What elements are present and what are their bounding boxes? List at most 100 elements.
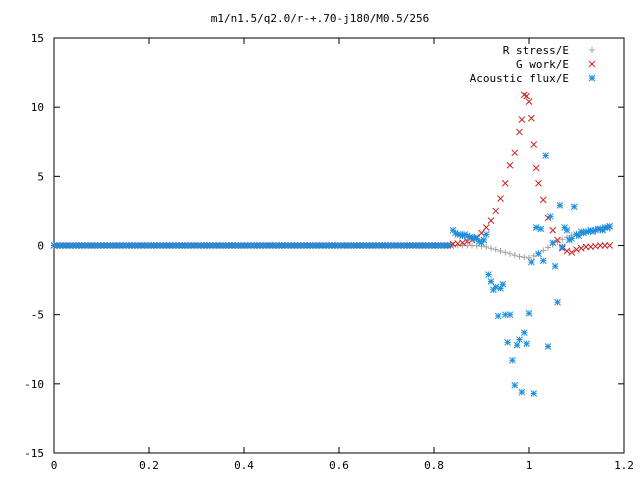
acoustic-flux-point [539, 257, 547, 265]
axis-ticks: 0 0.2 0.4 0.6 0.8 1 1.2 15 10 5 0 -5 -10 -15 [24, 32, 634, 472]
acoustic-flux-point [480, 236, 488, 244]
acoustic-flux-point [542, 152, 549, 159]
g-work-point [459, 239, 466, 247]
acoustic-flux-point [528, 258, 535, 266]
acoustic-flux-point [511, 381, 519, 389]
acoustic-flux-point [113, 242, 120, 249]
acoustic-flux-point [509, 356, 516, 364]
acoustic-flux-point [231, 242, 239, 249]
acoustic-flux-point [297, 242, 305, 249]
g-work-point [606, 242, 614, 249]
chart-title: m1/n1.5/q2.0/r-+.70-j180/M0.5/256 [211, 12, 430, 25]
acoustic-flux-point [570, 203, 578, 211]
legend-marker [588, 74, 596, 82]
acoustic-flux-point [150, 242, 158, 249]
g-work-point [535, 179, 542, 187]
acoustic-flux-point [291, 242, 298, 249]
g-work-point [523, 92, 530, 100]
r-stress-point [540, 247, 547, 254]
acoustic-flux-point [347, 242, 355, 249]
acoustic-flux-point [487, 278, 495, 285]
g-work-point [532, 164, 540, 172]
legend-label: R stress/E [503, 44, 569, 57]
x-tick-label: 0.8 [424, 459, 444, 472]
acoustic-flux-point [425, 242, 433, 249]
g-work-point [601, 242, 609, 249]
acoustic-flux-point [159, 242, 167, 249]
acoustic-flux-point [91, 242, 98, 249]
acoustic-flux-point [556, 202, 564, 209]
acoustic-flux-point [384, 242, 392, 249]
r-stress-point [559, 236, 566, 243]
g-work-point [577, 244, 585, 252]
r-stress-point [516, 253, 523, 260]
acoustic-flux-point [547, 213, 554, 220]
acoustic-flux-point [334, 242, 342, 249]
legend-marker [588, 60, 596, 68]
acoustic-flux-point [441, 242, 448, 249]
acoustic-flux-point [247, 242, 255, 249]
g-work-point [492, 207, 500, 215]
acoustic-flux-point [303, 242, 311, 249]
y-tick-label: 0 [37, 240, 44, 253]
acoustic-flux-point [504, 338, 511, 346]
acoustic-flux-point [287, 242, 295, 249]
acoustic-flux-point [56, 242, 64, 249]
y-tick-label: 10 [31, 101, 44, 114]
acoustic-flux-point [558, 243, 566, 251]
r-stress-point [488, 245, 494, 252]
acoustic-flux-point [530, 390, 538, 397]
acoustic-flux-point [269, 242, 276, 249]
g-work-point [573, 246, 580, 254]
g-work-point [516, 128, 523, 136]
acoustic-flux-point [518, 388, 526, 396]
acoustic-flux-point [81, 242, 89, 249]
acoustic-flux-point [216, 242, 223, 249]
g-work-point [554, 236, 561, 244]
acoustic-flux-point [549, 239, 557, 247]
legend-label: G work/E [516, 58, 569, 71]
legend-label: Acoustic flux/E [470, 72, 569, 85]
acoustic-flux-point [281, 242, 289, 249]
acoustic-flux-point [494, 312, 502, 320]
legend-marker [589, 47, 595, 53]
r-stress-point [545, 244, 551, 251]
g-work-point [478, 229, 485, 237]
g-work-point [506, 161, 514, 169]
acoustic-flux-point [337, 242, 345, 249]
r-stress-point [497, 248, 504, 255]
r-stress-point [511, 252, 518, 259]
acoustic-flux-point [592, 226, 599, 234]
g-work-point [501, 179, 509, 187]
y-tick-label: -10 [24, 378, 44, 391]
acoustic-flux-point [138, 242, 145, 249]
acoustic-flux-point [206, 242, 214, 249]
g-work-point [511, 149, 519, 157]
acoustic-flux-point [525, 309, 533, 317]
acoustic-flux-point [203, 242, 211, 249]
acoustic-flux-point [485, 271, 492, 278]
acoustic-flux-point [238, 242, 245, 249]
acoustic-flux-point [284, 242, 292, 249]
acoustic-flux-point [554, 298, 561, 306]
acoustic-flux-point [178, 242, 186, 249]
r-stress-point [483, 243, 490, 250]
y-tick-label: 5 [37, 170, 44, 183]
y-tick-label: -15 [24, 447, 44, 460]
g-work-point [539, 196, 547, 204]
acoustic-flux-point [362, 242, 370, 249]
r-stress-point [521, 254, 528, 261]
acoustic-flux-point [394, 242, 401, 249]
g-work-point [530, 141, 538, 148]
acoustic-flux-point [194, 242, 202, 249]
r-stress-point [502, 249, 509, 256]
acoustic-flux-point [482, 231, 490, 238]
g-work-point [518, 116, 526, 123]
acoustic-flux-point [506, 311, 514, 319]
x-tick-label: 0.4 [234, 459, 254, 472]
acoustic-flux-point [147, 242, 155, 249]
acoustic-flux-point [88, 242, 95, 249]
g-work-point [582, 243, 590, 251]
r-stress-point [492, 246, 499, 253]
